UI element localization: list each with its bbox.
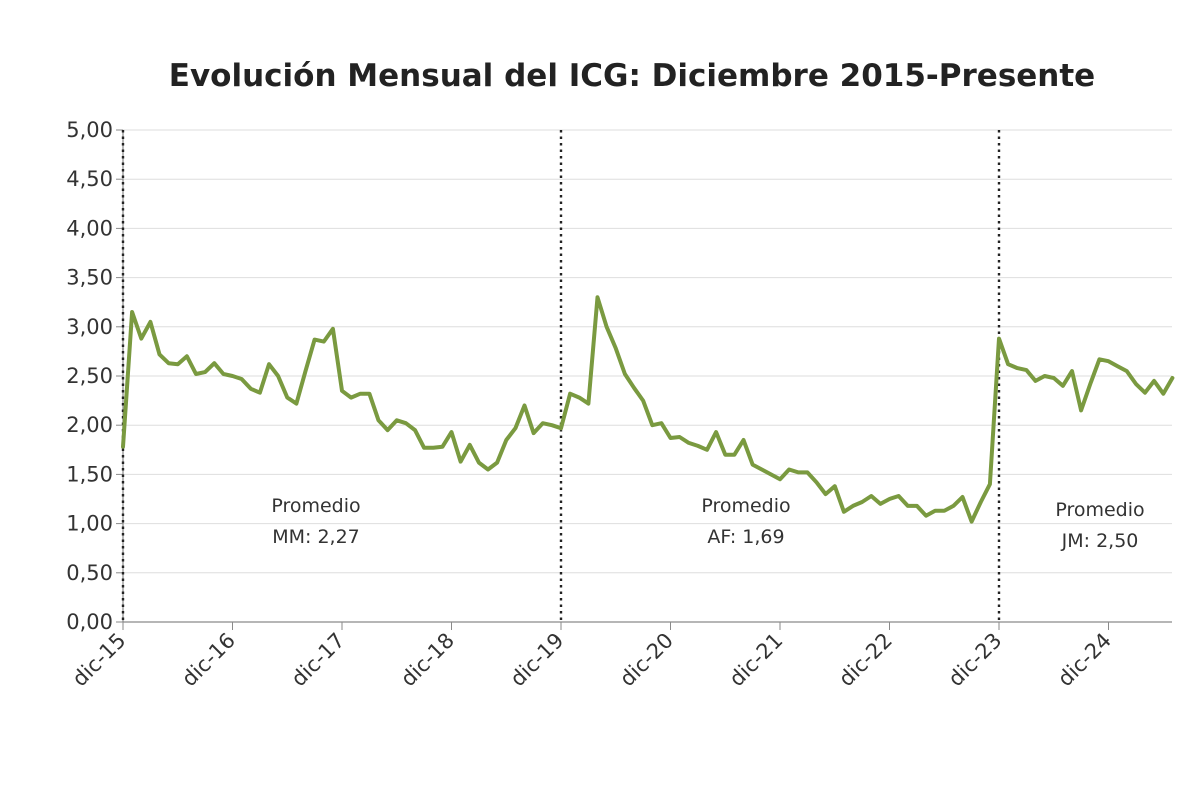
chart-title: Evolución Mensual del ICG: Diciembre 201…	[168, 58, 1096, 94]
x-tick-label: dic-23	[944, 628, 1007, 691]
x-tick-label: dic-15	[68, 628, 131, 691]
y-tick-label: 0,50	[66, 561, 113, 585]
x-tick-label: dic-19	[506, 628, 569, 691]
y-tick-label: 1,50	[66, 462, 113, 486]
x-tick-label: dic-24	[1053, 628, 1116, 691]
x-tick-label: dic-20	[615, 628, 678, 691]
series-line	[121, 295, 1175, 524]
y-tick-label: 5,00	[66, 118, 113, 142]
x-tick-label: dic-18	[396, 628, 459, 691]
y-tick-label: 0,00	[66, 610, 113, 634]
average-annotation: Promedio JM: 2,50	[1055, 499, 1144, 552]
annotation-line2: MM: 2,27	[272, 526, 360, 548]
x-tick-label: dic-17	[287, 628, 350, 691]
y-tick-label: 4,00	[66, 216, 113, 240]
y-tick-label: 3,50	[66, 266, 113, 290]
x-tick-label: dic-21	[725, 628, 788, 691]
annotation-line2: JM: 2,50	[1061, 530, 1139, 552]
x-tick-label: dic-22	[834, 628, 897, 691]
y-tick-label: 1,00	[66, 512, 113, 536]
annotation-line2: AF: 1,69	[707, 526, 784, 548]
x-tick-label: dic-16	[177, 628, 240, 691]
annotation-line1: Promedio	[271, 495, 360, 517]
y-tick-label: 2,00	[66, 413, 113, 437]
average-annotation: Promedio AF: 1,69	[701, 495, 790, 548]
y-tick-label: 4,50	[66, 167, 113, 191]
y-tick-label: 2,50	[66, 364, 113, 388]
average-annotation: Promedio MM: 2,27	[271, 495, 360, 548]
y-tick-label: 3,00	[66, 315, 113, 339]
annotation-line1: Promedio	[1055, 499, 1144, 521]
annotation-line1: Promedio	[701, 495, 790, 517]
